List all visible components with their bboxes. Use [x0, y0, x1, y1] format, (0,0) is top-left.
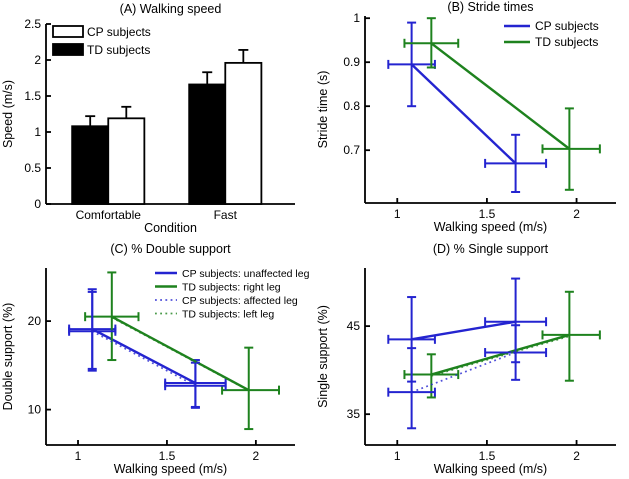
subplot-d-single-support: (D) % Single support Single support (%) Wa… — [315, 240, 629, 479]
x-tick-label: 1 — [394, 449, 401, 463]
chart-title: (B) Stride times — [447, 0, 533, 14]
chart-b-canvas: (B) Stride times Stride time (s) Walking s… — [316, 0, 616, 234]
bar-td-fast — [188, 83, 227, 205]
series-line — [411, 351, 516, 393]
series-line — [111, 315, 250, 392]
series-cp-subjects — [387, 21, 548, 193]
bar-td-comfortable — [71, 125, 110, 205]
bar-cp-comfortable — [107, 117, 146, 205]
y-tick-label: 20 — [28, 314, 42, 328]
y-tick-label: 0 — [34, 197, 41, 211]
category-label: Fast — [214, 208, 238, 222]
y-axis-label: Stride time (s) — [316, 71, 330, 149]
x-tick-label: 1.5 — [159, 449, 176, 463]
x-axis-label: Walking speed (m/s) — [114, 462, 227, 476]
y-tick-label: 0.8 — [343, 99, 360, 113]
y-axis-label: Double support (%) — [1, 303, 15, 411]
series-td-subjects-right-leg — [84, 271, 280, 431]
legend-swatch — [52, 25, 84, 38]
legend-label: CP subjects — [87, 25, 151, 39]
legend-swatch — [52, 43, 84, 56]
x-ticks: 1 1.5 2 — [394, 440, 580, 463]
series-line — [410, 63, 517, 165]
legend: CP subjects TD subjects — [504, 19, 599, 49]
x-tick-label: 1.5 — [479, 207, 496, 221]
x-tick-label: 1 — [394, 207, 401, 221]
x-tick-label: 1.5 — [479, 449, 496, 463]
subplot-a-walking-speed: (A) Walking speed Speed (m/s) Condition 0 0.… — [0, 0, 315, 240]
chart-title: (A) Walking speed — [120, 2, 222, 16]
subplot-b-stride-times: (B) Stride times Stride time (s) Walking s… — [315, 0, 629, 240]
x-ticks: 1 1.5 2 — [75, 440, 260, 463]
legend: CP subjects: unaffected leg TD subjects: … — [155, 268, 310, 321]
y-tick-label: 1.5 — [24, 89, 41, 103]
chart-title: (C) % Double support — [110, 242, 231, 256]
y-tick-label: 45 — [347, 319, 361, 333]
series-line — [91, 330, 196, 387]
x-axis-label: Walking speed (m/s) — [434, 220, 547, 234]
y-ticks: 35 45 — [347, 319, 370, 421]
subplot-c-double-support: (C) % Double support Double support (%) Wa… — [0, 240, 315, 479]
x-tick-label: 2 — [253, 449, 260, 463]
y-tick-label: 0.9 — [343, 55, 360, 69]
x-axis-label: Walking speed (m/s) — [434, 462, 547, 476]
y-ticks: 0 0.5 1 1.5 2 2.5 — [24, 17, 51, 211]
legend-label: CP subjects: unaffected leg — [182, 268, 310, 280]
chart-a-canvas: (A) Walking speed Speed (m/s) Condition 0 0.… — [1, 2, 295, 235]
legend-label: TD subjects: left leg — [182, 309, 274, 321]
series-line — [411, 320, 516, 341]
series-td-subjects-left-leg — [431, 335, 570, 377]
series-line — [431, 333, 570, 376]
series-line — [431, 335, 570, 377]
legend-label: CP subjects: affected leg — [182, 295, 298, 307]
series-td-subjects-right-leg — [403, 290, 601, 399]
y-tick-label: 0.5 — [24, 161, 41, 175]
series-cp-subjects-affected-leg — [387, 324, 548, 430]
x-axis-label: Condition — [144, 221, 197, 235]
chart-title: (D) % Single support — [433, 242, 549, 256]
bar-group-fast — [188, 49, 263, 205]
bar-group-comfortable — [71, 105, 146, 205]
y-axis-label: Speed (m/s) — [1, 80, 15, 148]
y-tick-label: 2.5 — [24, 17, 41, 31]
x-tick-label: 2 — [573, 207, 580, 221]
y-ticks: 0.7 0.8 0.9 1 — [343, 11, 370, 157]
y-axis-label: Single support (%) — [316, 305, 330, 408]
chart-c-canvas: (C) % Double support Double support (%) Wa… — [1, 242, 310, 476]
y-tick-label: 1 — [34, 125, 41, 139]
y-tick-label: 10 — [28, 403, 42, 417]
y-ticks: 10 20 — [28, 314, 51, 417]
legend-label: TD subjects — [87, 43, 150, 57]
y-tick-label: 35 — [347, 407, 361, 421]
x-tick-label: 1 — [75, 449, 82, 463]
x-ticks: 1 1.5 2 — [394, 198, 580, 221]
y-tick-label: 1 — [353, 11, 360, 25]
series-line — [430, 42, 571, 150]
y-tick-label: 2 — [34, 53, 41, 67]
series-line — [91, 328, 196, 385]
y-tick-label: 0.7 — [343, 143, 360, 157]
chart-d-canvas: (D) % Single support Single support (%) Wa… — [316, 242, 616, 476]
series-cp-subjects-affected-leg — [68, 290, 227, 409]
legend: CP subjects TD subjects — [52, 25, 151, 57]
series-td-subjects — [403, 17, 601, 191]
x-tick-label: 2 — [573, 449, 580, 463]
legend-label: TD subjects — [535, 35, 598, 49]
bar-cp-fast — [224, 61, 263, 205]
legend-label: TD subjects: right leg — [182, 282, 281, 294]
legend-label: CP subjects — [535, 19, 599, 33]
category-label: Comfortable — [76, 208, 142, 222]
